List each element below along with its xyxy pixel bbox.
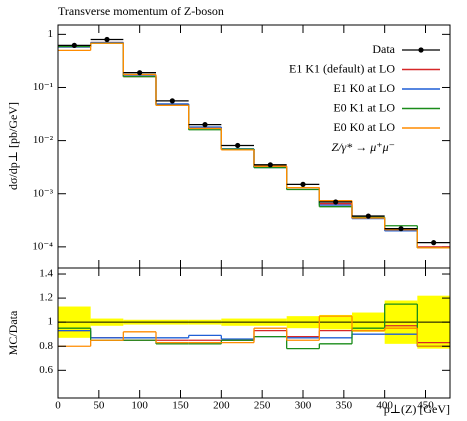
y-tick-label: 0.6: [39, 364, 53, 376]
data-point: [137, 70, 143, 76]
data-point: [398, 226, 404, 232]
plot-frame: [57, 267, 451, 399]
x-tick-label: 300: [295, 400, 312, 412]
x-tick-label: 350: [336, 400, 353, 412]
data-point: [202, 122, 208, 128]
ratio-y-axis-label: MC/Data: [6, 310, 20, 355]
x-tick-label: 450: [417, 400, 434, 412]
legend-label: E1 K0 at LO: [333, 81, 395, 95]
legend-swatch: [418, 47, 424, 53]
data-point: [300, 181, 306, 187]
y-tick-label: 1: [48, 28, 54, 40]
y-tick-label: 10⁻³: [33, 187, 54, 199]
data-point: [235, 142, 241, 149]
y-tick-label: 10⁻²: [33, 134, 54, 146]
data-point: [71, 42, 77, 48]
data-point: [431, 240, 437, 246]
x-tick-label: 400: [376, 400, 393, 412]
annotation: Z/γ* → μ⁺μ⁻: [332, 140, 395, 154]
y-tick-label: 1.2: [39, 292, 53, 304]
data-point: [169, 98, 175, 104]
data-point: [333, 199, 339, 205]
x-tick-label: 50: [93, 400, 105, 412]
data-point: [365, 213, 371, 219]
legend-label: Data: [372, 42, 395, 56]
legend-label: E0 K1 at LO: [333, 100, 395, 114]
x-tick-label: 200: [213, 400, 230, 412]
legend-label: E0 K0 at LO: [333, 120, 395, 134]
y-axis-label: dσ/dp⊥ [pb/GeV]: [6, 102, 20, 190]
x-tick-label: 0: [55, 400, 61, 412]
y-tick-label: 0.8: [39, 340, 53, 352]
chart-title: Transverse momentum of Z-boson: [58, 4, 224, 18]
x-tick-label: 250: [254, 400, 271, 412]
data-point: [267, 162, 273, 168]
y-tick-label: 10⁻⁴: [32, 240, 53, 252]
x-tick-label: 150: [172, 400, 189, 412]
y-tick-label: 10⁻¹: [33, 81, 53, 93]
x-axis-label: p⊥(Z) [GeV]: [384, 402, 450, 416]
legend-label: E1 K1 (default) at LO: [289, 61, 395, 75]
y-tick-label: 1.4: [39, 268, 53, 280]
y-tick-label: 1: [48, 316, 54, 328]
x-tick-label: 100: [131, 400, 148, 412]
data-point: [104, 36, 110, 43]
